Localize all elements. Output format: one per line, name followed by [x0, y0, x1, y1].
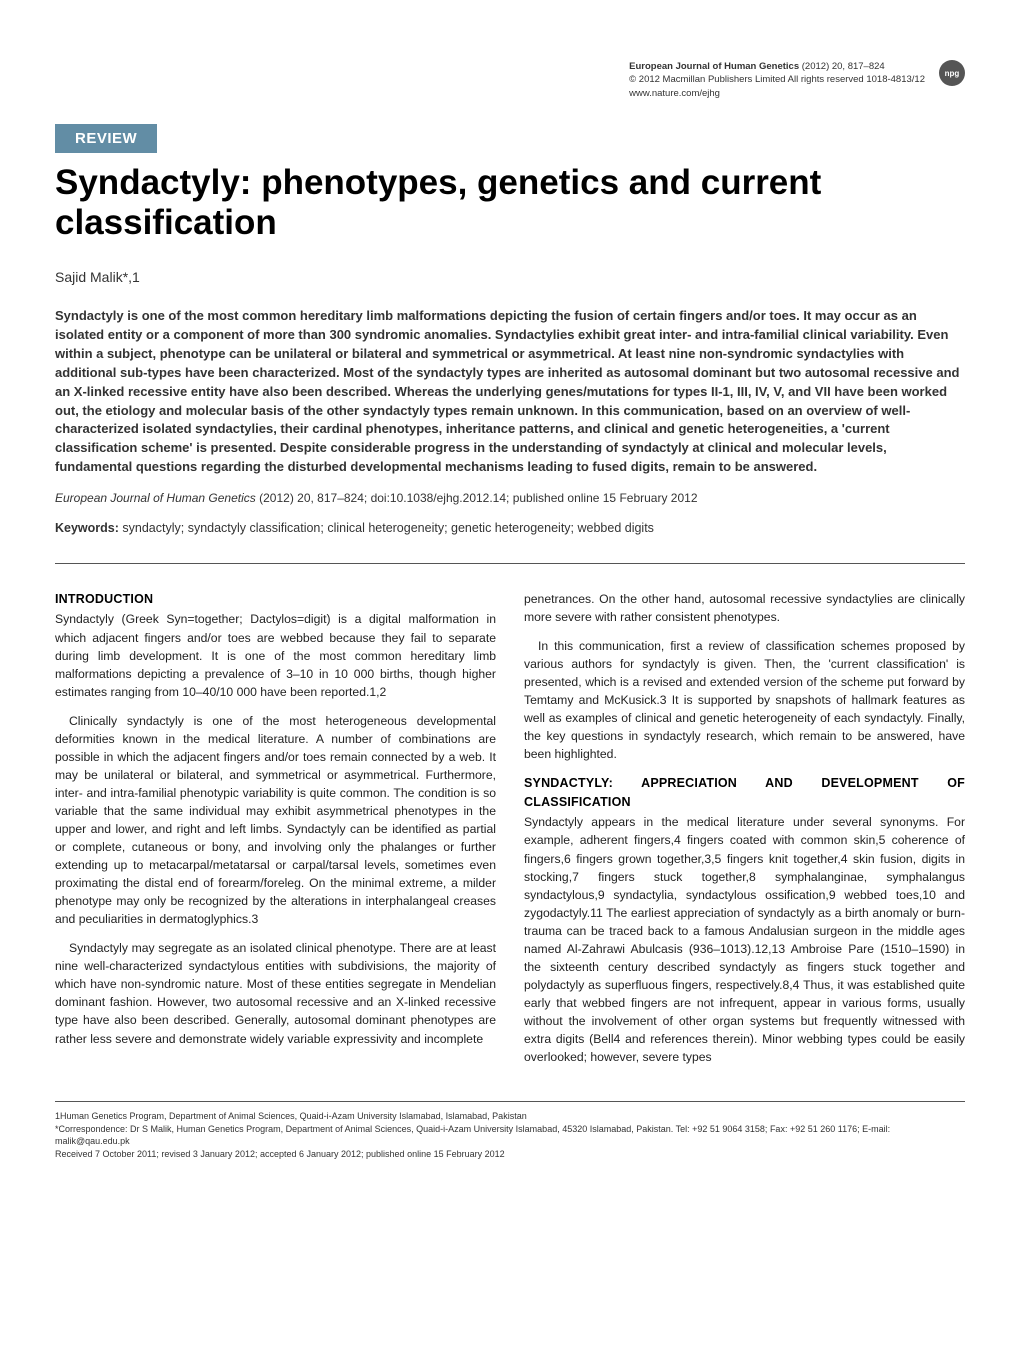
body-columns: INTRODUCTION Syndactyly (Greek Syn=toget… — [55, 590, 965, 1077]
citation-line: European Journal of Human Genetics (2012… — [55, 491, 965, 505]
citation-details: (2012) 20, 817–824; doi:10.1038/ejhg.201… — [259, 491, 697, 505]
keywords-label: Keywords: — [55, 521, 119, 535]
keywords-text: syndactyly; syndactyly classification; c… — [122, 521, 654, 535]
classification-paragraph: Syndactyly appears in the medical litera… — [524, 813, 965, 1066]
classification-heading: SYNDACTYLY: APPRECIATION AND DEVELOPMENT… — [524, 774, 965, 811]
footer-correspondence: *Correspondence: Dr S Malik, Human Genet… — [55, 1123, 965, 1148]
author-line: Sajid Malik*,1 — [55, 269, 965, 285]
article-footer: 1Human Genetics Program, Department of A… — [55, 1101, 965, 1160]
column-right: penetrances. On the other hand, autosoma… — [524, 590, 965, 1077]
review-label: REVIEW — [55, 124, 157, 153]
journal-header: European Journal of Human Genetics (2012… — [55, 60, 965, 100]
journal-name: European Journal of Human Genetics — [629, 61, 799, 72]
body-paragraph-cont: penetrances. On the other hand, autosoma… — [524, 590, 965, 626]
npg-badge-icon: npg — [939, 60, 965, 86]
year-volume-pages: (2012) 20, 817–824 — [802, 61, 885, 72]
intro-paragraph-3: Syndactyly may segregate as an isolated … — [55, 939, 496, 1047]
journal-url: www.nature.com/ejhg — [629, 87, 925, 100]
intro-paragraph-2: Clinically syndactyly is one of the most… — [55, 712, 496, 929]
npg-badge-label: npg — [945, 69, 960, 78]
journal-header-text: European Journal of Human Genetics (2012… — [629, 60, 925, 100]
body-paragraph-2: In this communication, first a review of… — [524, 637, 965, 763]
citation-journal: European Journal of Human Genetics — [55, 491, 256, 505]
section-divider — [55, 563, 965, 564]
copyright-line: © 2012 Macmillan Publishers Limited All … — [629, 73, 925, 86]
footer-affiliation: 1Human Genetics Program, Department of A… — [55, 1110, 965, 1123]
introduction-heading: INTRODUCTION — [55, 590, 496, 609]
keywords-line: Keywords: syndactyly; syndactyly classif… — [55, 521, 965, 535]
column-left: INTRODUCTION Syndactyly (Greek Syn=toget… — [55, 590, 496, 1077]
footer-received: Received 7 October 2011; revised 3 Janua… — [55, 1148, 965, 1161]
intro-paragraph-1: Syndactyly (Greek Syn=together; Dactylos… — [55, 610, 496, 700]
abstract-text: Syndactyly is one of the most common her… — [55, 307, 965, 477]
article-title: Syndactyly: phenotypes, genetics and cur… — [55, 163, 965, 244]
